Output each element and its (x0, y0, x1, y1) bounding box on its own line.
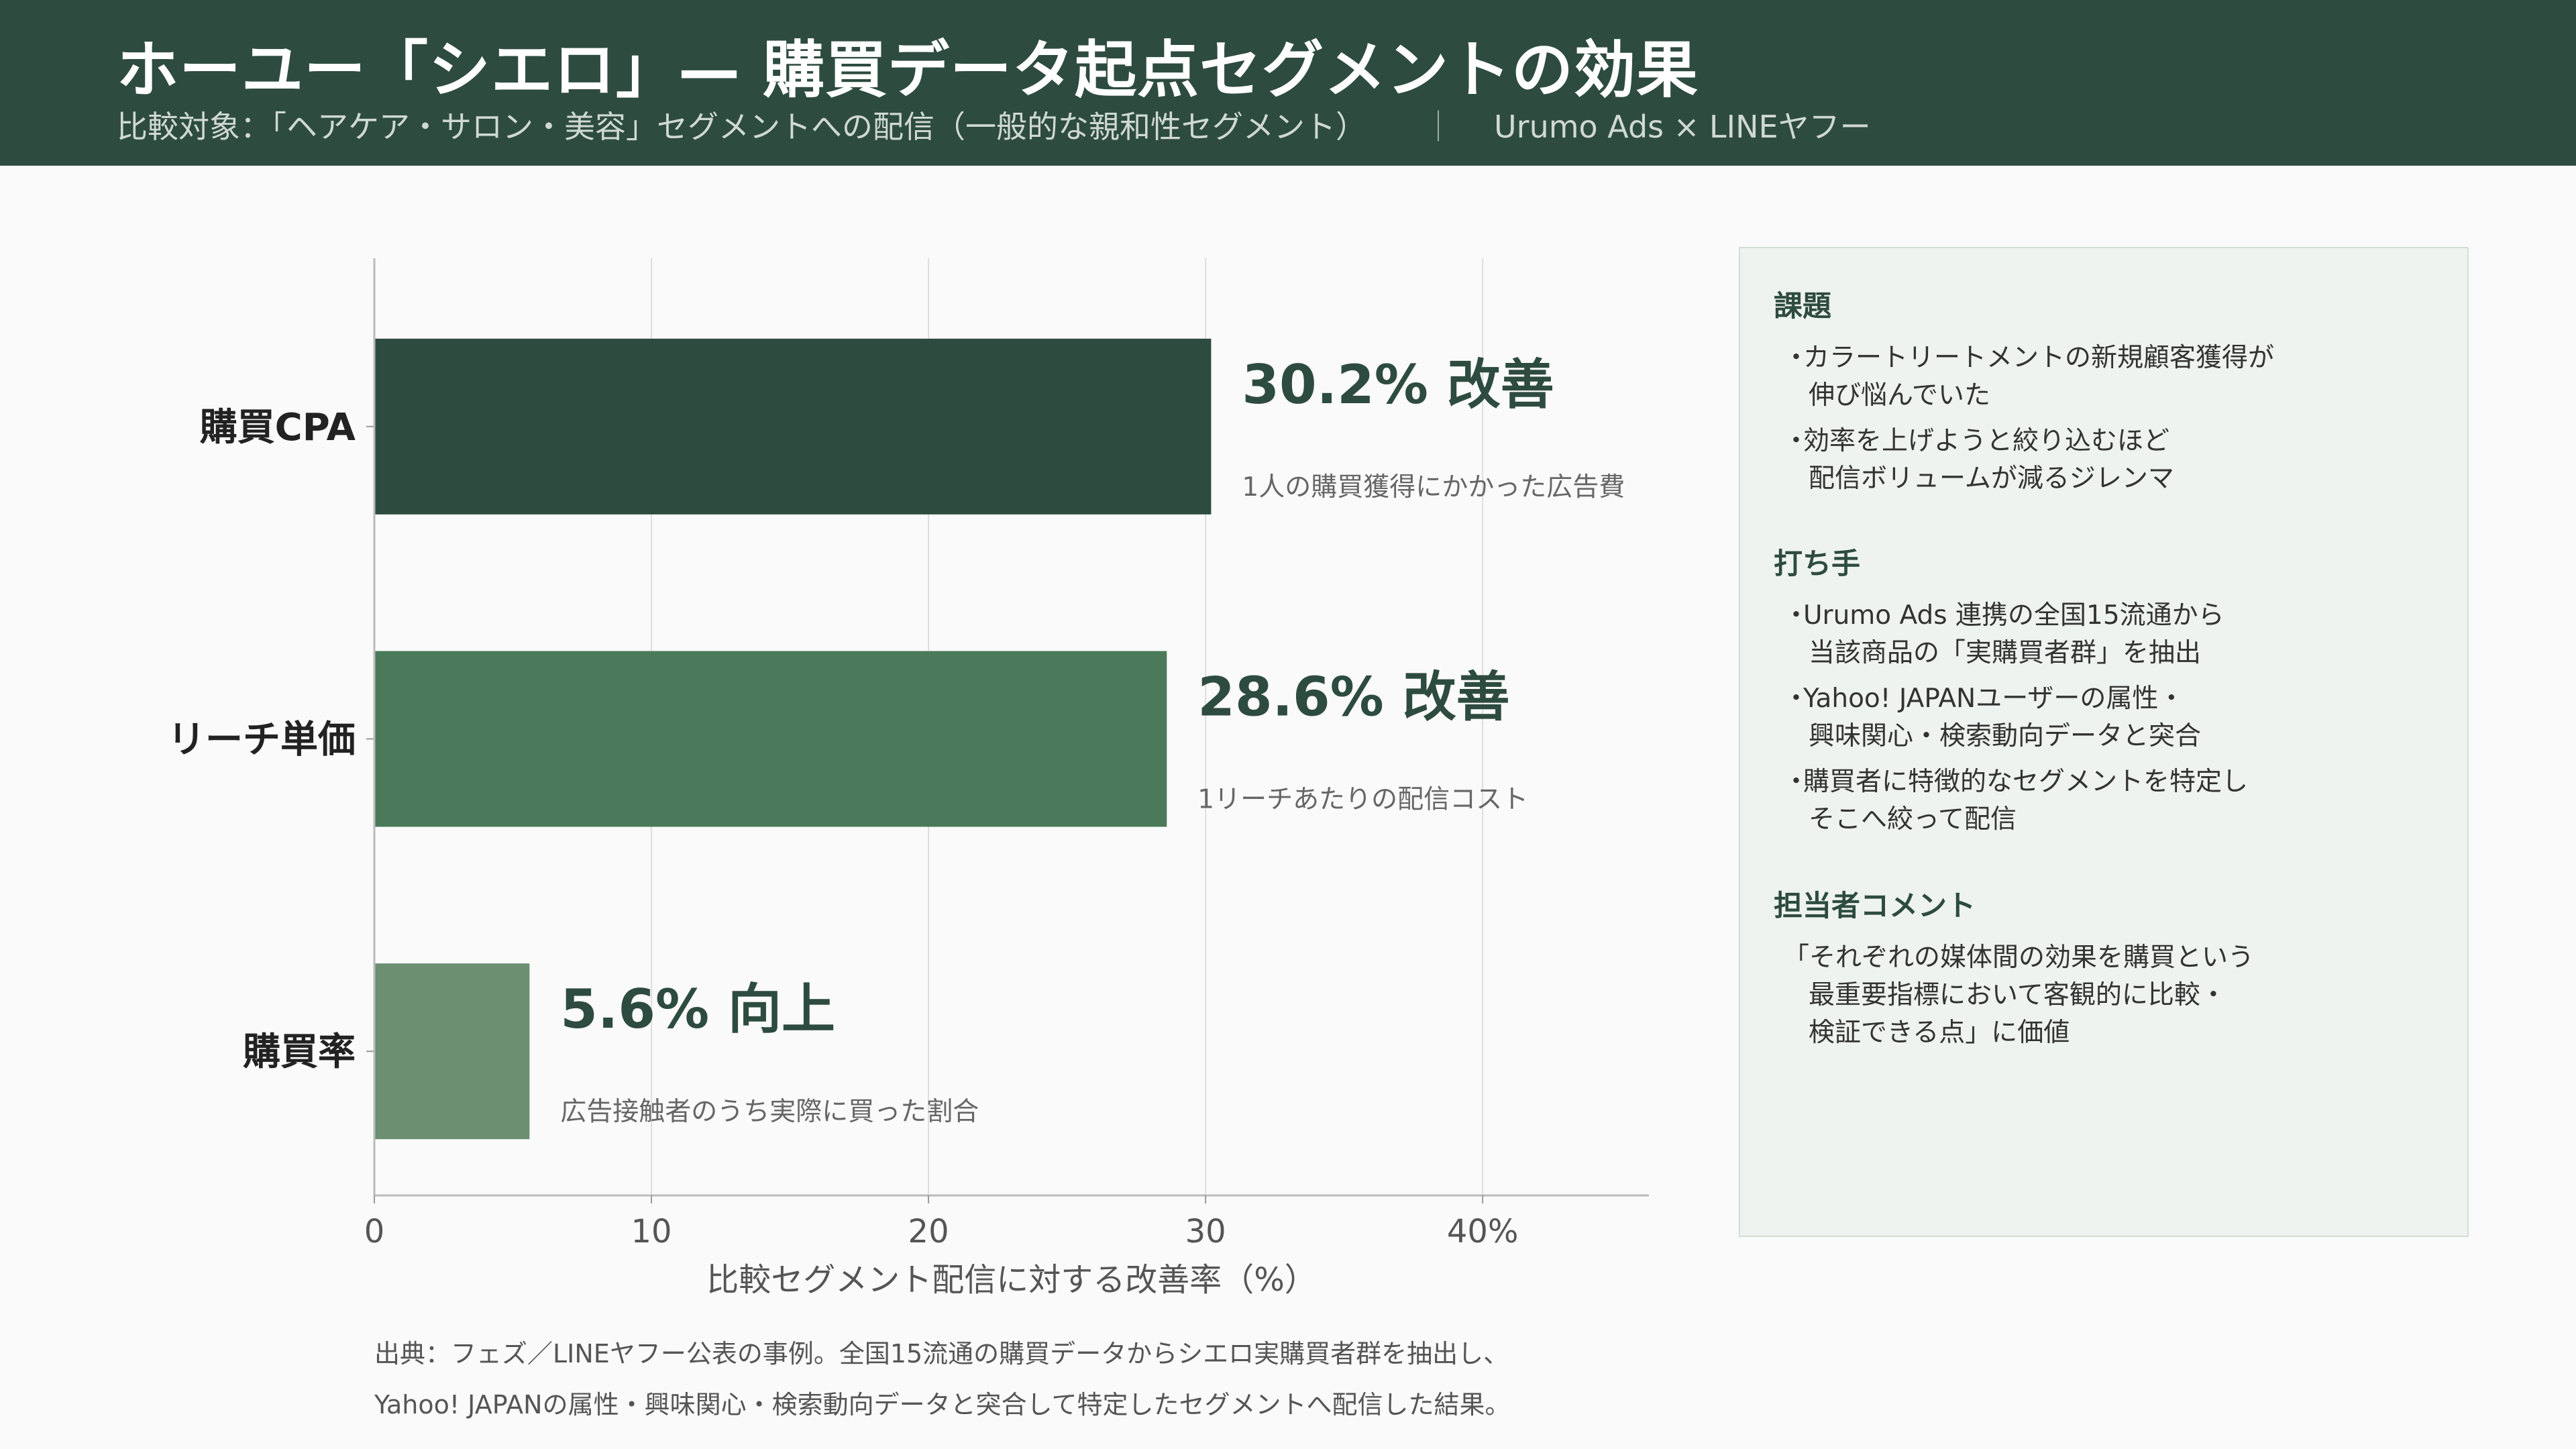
source-line-1: 出典：フェズ／LINEヤフー公表の事例。全国15流通の購買データからシエロ実購買… (374, 1339, 1509, 1368)
action-bullet-3-line-2: そこへ絞って配信 (1809, 804, 2017, 835)
x-tick-label: 20 (908, 1213, 949, 1250)
category-label: 購買CPA (200, 406, 356, 449)
issue-bullet: ・カラートリートメントの新規顧客獲得が 伸び悩んでいた (1774, 339, 2440, 415)
comment-line-1: 「それぞれの媒体間の効果を購買という (1783, 943, 2255, 973)
bar (374, 338, 1212, 515)
issue-title: 課題 (1774, 290, 1831, 323)
action-bullet-1-line-1: Urumo Ads 連携の全国15流通から (1803, 600, 2224, 631)
action-bullet-3-line-1: 購買者に特徴的なセグメントを特定し (1803, 767, 2249, 797)
action-bullet: ・購買者に特徴的なセグメントを特定し そこへ絞って配信 (1774, 763, 2440, 839)
x-tick-label: 40% (1447, 1213, 1519, 1250)
x-axis-title: 比較セグメント配信に対する改善率（%） (706, 1261, 1317, 1299)
action-bullet: ・Urumo Ads 連携の全国15流通から 当該商品の「実購買者群」を抽出 (1774, 597, 2440, 672)
comment-line-3: 検証できる点」に価値 (1809, 1018, 2070, 1048)
action-bullet-1-line-2: 当該商品の「実購買者群」を抽出 (1809, 638, 2202, 668)
source-line-2: Yahoo! JAPANの属性・興味関心・検索動向データと突合して特定したセグメ… (374, 1390, 1511, 1419)
value-description: 1人の購買獲得にかかった広告費 (1242, 472, 1625, 502)
action-bullet-2-line-1: Yahoo! JAPANユーザーの属性・ (1803, 684, 2185, 714)
issue-bullet-1-line-2: 伸び悩んでいた (1809, 380, 1991, 411)
issue-bullet-2-line-1: 効率を上げようと絞り込むほど (1803, 426, 2170, 456)
action-title: 打ち手 (1774, 547, 1860, 581)
comment-title: 担当者コメント (1774, 890, 1976, 923)
category-label: リーチ単価 (168, 718, 356, 762)
issue-bullet-2-line-2: 配信ボリュームが減るジレンマ (1809, 464, 2174, 494)
value-label: 28.6% 改善 (1197, 666, 1509, 729)
header-bar: ホーユー「シエロ」— 購買データ起点セグメントの効果 比較対象：「ヘアケア・サロ… (0, 0, 2576, 166)
action-bullet: ・Yahoo! JAPANユーザーの属性・ 興味関心・検索動向データと突合 (1774, 680, 2440, 755)
value-label: 5.6% 向上 (560, 978, 835, 1040)
value-description: 1リーチあたりの配信コスト (1197, 785, 1528, 815)
page-title: ホーユー「シエロ」— 購買データ起点セグメントの効果 (117, 34, 1699, 106)
category-label: 購買率 (243, 1030, 356, 1074)
x-tick-label: 30 (1185, 1213, 1226, 1250)
issue-section: 課題 ・カラートリートメントの新規顧客獲得が 伸び悩んでいた ・効率を上げようと… (1774, 283, 2440, 506)
comment-quote: 「それぞれの媒体間の効果を購買という 最重要指標において客観的に比較・ 検証でき… (1774, 939, 2440, 1052)
comment-section: 担当者コメント 「それぞれの媒体間の効果を購買という 最重要指標において客観的に… (1774, 883, 2440, 1052)
subtitle-brand: Urumo Ads × LINEヤフー (1494, 109, 1871, 145)
action-bullet-2-line-2: 興味関心・検索動向データと突合 (1809, 721, 2202, 751)
subtitle-separator: ｜ (1423, 109, 1454, 145)
action-section: 打ち手 ・Urumo Ads 連携の全国15流通から 当該商品の「実購買者群」を… (1774, 541, 2440, 847)
x-tick-label: 10 (631, 1213, 672, 1250)
bar (374, 963, 530, 1140)
subtitle-comparison: 比較対象：「ヘアケア・サロン・美容」セグメントへの配信（一般的な親和性セグメント… (117, 109, 1366, 145)
issue-bullet-1-line-1: カラートリートメントの新規顧客獲得が (1803, 343, 2275, 373)
x-tick-label: 0 (364, 1213, 385, 1250)
value-description: 広告接触者のうち実際に買った割合 (560, 1097, 979, 1127)
comment-line-2: 最重要指標において客観的に比較・ (1809, 980, 2226, 1010)
issue-bullet: ・効率を上げようと絞り込むほど 配信ボリュームが減るジレンマ (1774, 423, 2440, 498)
value-label: 30.2% 改善 (1242, 354, 1554, 416)
source-note: 出典：フェズ／LINEヤフー公表の事例。全国15流通の購買データからシエロ実購買… (374, 1328, 1510, 1430)
bar (374, 651, 1167, 827)
page-subtitle: 比較対象：「ヘアケア・サロン・美容」セグメントへの配信（一般的な親和性セグメント… (117, 103, 1871, 147)
case-summary-panel: 課題 ・カラートリートメントの新規顧客獲得が 伸び悩んでいた ・効率を上げようと… (1739, 247, 2469, 1237)
